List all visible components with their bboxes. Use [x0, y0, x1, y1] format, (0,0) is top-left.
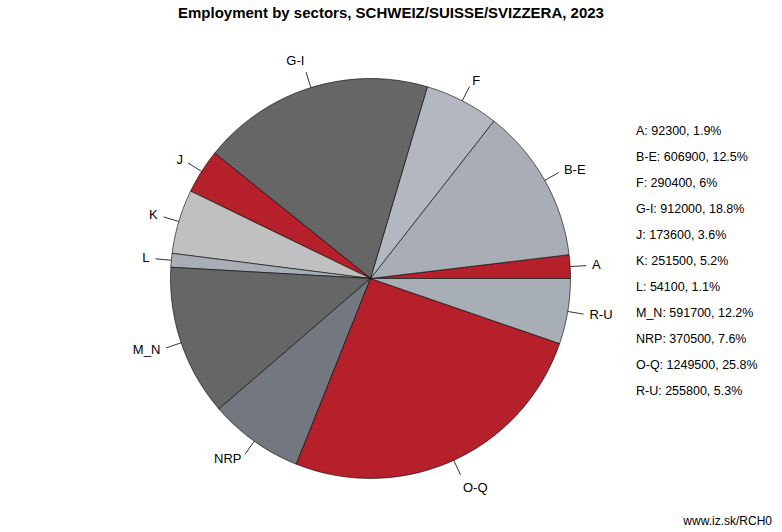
html-text:M_N: 591700, 12.2%: M_N: 591700, 12.2% — [636, 306, 754, 320]
html-text:L: 54100, 1.1%: L: 54100, 1.1% — [636, 280, 721, 294]
html-text:A: 92300, 1.9%: A: 92300, 1.9% — [636, 124, 722, 138]
html-text:www.iz.sk/RCH0: www.iz.sk/RCH0 — [683, 514, 772, 528]
svg-text:J: J — [176, 152, 183, 167]
svg-text:NRP: NRP — [214, 451, 241, 466]
svg-text:R-U: R-U — [589, 307, 612, 322]
svg-text:G-I: G-I — [286, 53, 304, 68]
html-text:J: 173600, 3.6%: J: 173600, 3.6% — [636, 228, 727, 242]
svg-text:M_N: M_N — [133, 342, 160, 357]
html-text:Employment by sectors, SCHWEIZ: Employment by sectors, SCHWEIZ/SUISSE/SV… — [178, 4, 604, 21]
svg-text:K: K — [149, 207, 158, 222]
svg-text:O-Q: O-Q — [463, 480, 488, 495]
svg-text:A: A — [592, 257, 601, 272]
svg-text:B-E: B-E — [564, 162, 586, 177]
html-text:K: 251500, 5.2%: K: 251500, 5.2% — [636, 254, 729, 268]
svg-text:L: L — [142, 250, 149, 265]
html-text:F: 290400, 6%: F: 290400, 6% — [636, 176, 718, 190]
html-text:NRP: 370500, 7.6%: NRP: 370500, 7.6% — [636, 332, 747, 346]
svg-text:F: F — [472, 73, 480, 88]
html-text:G-I: 912000, 18.8%: G-I: 912000, 18.8% — [636, 202, 745, 216]
html-text:R-U: 255800, 5.3%: R-U: 255800, 5.3% — [636, 384, 743, 398]
html-text:O-Q: 1249500, 25.8%: O-Q: 1249500, 25.8% — [636, 358, 758, 372]
html-text:B-E: 606900, 12.5%: B-E: 606900, 12.5% — [636, 150, 748, 164]
